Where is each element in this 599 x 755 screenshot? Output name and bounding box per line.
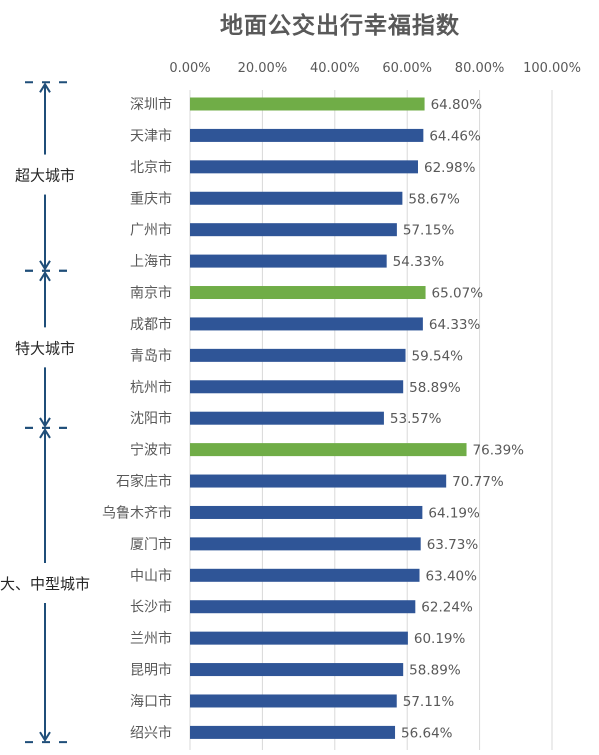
category-label: 中山市 [130, 567, 172, 584]
data-label: 58.67% [408, 191, 460, 207]
category-label: 厦门市 [130, 536, 172, 553]
category-label: 上海市 [130, 253, 172, 270]
category-label: 长沙市 [130, 599, 172, 616]
bar [190, 191, 403, 205]
arrow-down-icon [39, 417, 51, 428]
arrow-up-icon [39, 270, 51, 282]
bar [190, 286, 426, 300]
bar [190, 725, 396, 739]
bar [190, 97, 425, 111]
x-tick-label: 60.00% [382, 61, 432, 76]
arrow-up-icon [39, 82, 51, 93]
bar [190, 128, 424, 142]
bar [190, 223, 397, 237]
data-label: 64.80% [431, 97, 483, 113]
category-label: 绍兴市 [130, 724, 172, 741]
data-label: 58.89% [409, 663, 461, 679]
category-label: 兰州市 [130, 630, 172, 647]
bar [190, 694, 397, 708]
group-label: 大、中型城市 [0, 575, 90, 593]
x-tick-label: 100.00% [523, 61, 581, 76]
arrow-up-icon [39, 428, 51, 439]
category-label: 昆明市 [130, 662, 172, 679]
bar [190, 317, 423, 331]
bar [190, 631, 408, 645]
data-label: 76.39% [473, 443, 525, 459]
data-label: 64.19% [428, 505, 480, 521]
chart-title: 地面公交出行幸福指数 [220, 13, 460, 39]
category-label: 成都市 [130, 316, 172, 333]
data-label: 62.24% [421, 600, 473, 616]
x-tick-label: 20.00% [238, 61, 288, 76]
data-label: 54.33% [393, 254, 445, 270]
data-label: 57.11% [403, 694, 455, 710]
data-label: 60.19% [414, 631, 466, 647]
data-label: 64.46% [429, 128, 481, 144]
arrow-down-icon [39, 260, 51, 271]
bar [190, 568, 420, 582]
bar [190, 537, 421, 551]
category-label: 杭州市 [130, 379, 172, 396]
x-tick-label: 40.00% [310, 61, 360, 76]
bar [190, 411, 384, 425]
data-label: 63.40% [426, 568, 478, 584]
data-label: 70.77% [452, 474, 504, 490]
bar [190, 348, 406, 362]
group-label: 特大城市 [15, 339, 75, 357]
category-label: 青岛市 [130, 347, 172, 364]
data-label: 65.07% [432, 286, 484, 302]
category-label: 重庆市 [130, 190, 172, 207]
bar [190, 254, 387, 268]
x-tick-label: 0.00% [169, 61, 210, 76]
category-label: 广州市 [130, 222, 172, 239]
category-label: 深圳市 [130, 96, 172, 113]
data-label: 63.73% [427, 537, 479, 553]
data-label: 57.15% [403, 223, 455, 239]
category-label: 沈阳市 [130, 410, 172, 427]
bar [190, 663, 404, 677]
bar [190, 160, 418, 174]
category-label: 南京市 [130, 285, 172, 302]
arrow-down-icon [39, 731, 51, 742]
data-label: 64.33% [429, 317, 481, 333]
x-tick-label: 80.00% [455, 61, 505, 76]
bar [190, 600, 416, 614]
data-label: 62.98% [424, 160, 476, 176]
bar [190, 443, 467, 457]
bar [190, 505, 423, 519]
category-label: 石家庄市 [116, 473, 172, 490]
data-label: 58.89% [409, 380, 461, 396]
category-label: 乌鲁木齐市 [102, 504, 172, 521]
bar [190, 474, 447, 488]
category-label: 宁波市 [130, 442, 172, 459]
data-label: 53.57% [390, 411, 442, 427]
category-label: 天津市 [130, 127, 172, 144]
category-label: 海口市 [130, 693, 172, 710]
bar [190, 380, 404, 394]
group-label: 超大城市 [15, 167, 75, 185]
data-label: 59.54% [412, 348, 464, 364]
category-label: 北京市 [130, 159, 172, 176]
data-label: 56.64% [401, 725, 453, 741]
